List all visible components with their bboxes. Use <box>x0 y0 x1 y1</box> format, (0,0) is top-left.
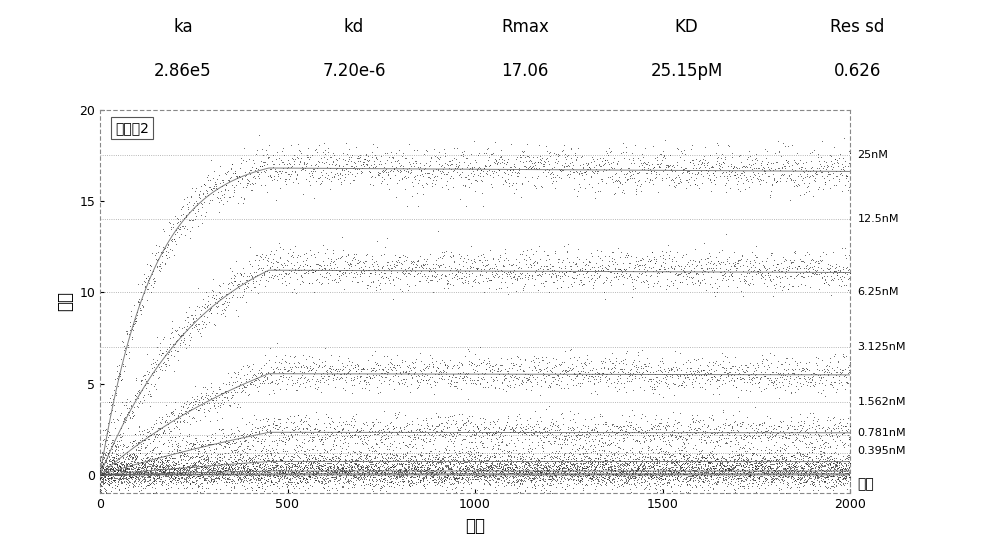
Text: 2.86e5: 2.86e5 <box>154 62 212 80</box>
Text: KD: KD <box>675 18 698 36</box>
Text: kd: kd <box>344 18 364 36</box>
Text: Res sd: Res sd <box>830 18 885 36</box>
Text: 6.25nM: 6.25nM <box>858 287 899 297</box>
Text: 12.5nM: 12.5nM <box>858 214 899 224</box>
Text: 空白: 空白 <box>858 477 874 491</box>
Text: 25.15pM: 25.15pM <box>650 62 723 80</box>
Text: 0.395nM: 0.395nM <box>858 446 906 456</box>
X-axis label: 时间: 时间 <box>465 517 485 535</box>
Text: 17.06: 17.06 <box>501 62 549 80</box>
Text: ka: ka <box>173 18 193 36</box>
Text: 25nM: 25nM <box>858 150 888 160</box>
Y-axis label: 应答: 应答 <box>56 292 74 311</box>
Text: 7.20e-6: 7.20e-6 <box>322 62 386 80</box>
Text: 0.781nM: 0.781nM <box>858 428 906 438</box>
Text: 0.626: 0.626 <box>834 62 881 80</box>
Text: 1.562nM: 1.562nM <box>858 397 906 407</box>
Text: 流动氆2: 流动氆2 <box>115 121 149 135</box>
Text: Rmax: Rmax <box>501 18 549 36</box>
Text: 3.125nM: 3.125nM <box>858 342 906 352</box>
